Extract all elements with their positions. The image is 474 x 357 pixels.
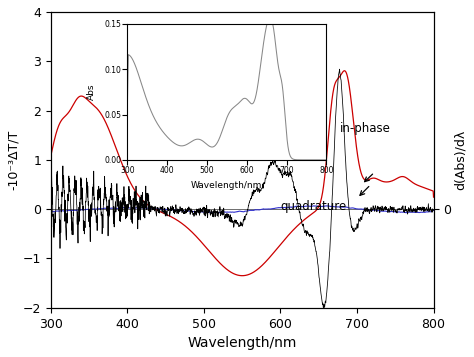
- Text: in-phase: in-phase: [340, 122, 391, 135]
- Y-axis label: d(Abs)/dλ: d(Abs)/dλ: [454, 130, 467, 190]
- Text: quadrature: quadrature: [281, 200, 346, 213]
- Y-axis label: -10⁻³ΔT/T: -10⁻³ΔT/T: [7, 130, 20, 190]
- X-axis label: Wavelength/nm: Wavelength/nm: [188, 336, 297, 350]
